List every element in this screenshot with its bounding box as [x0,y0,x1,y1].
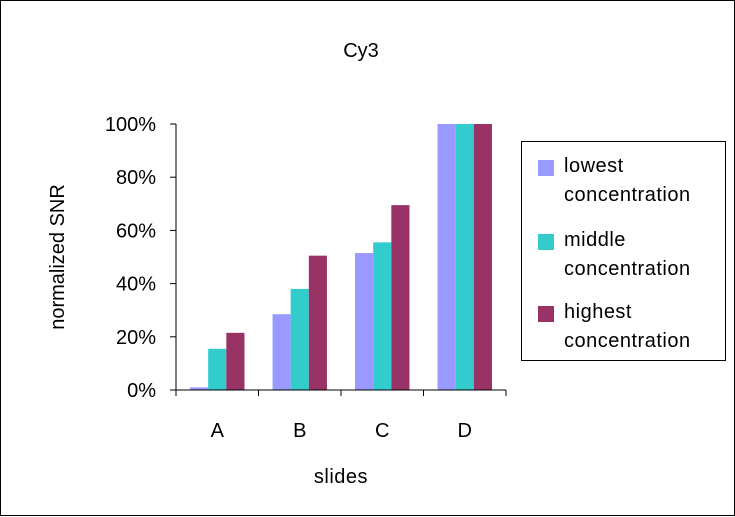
bar-D-series-3 [473,124,492,390]
legend-swatch-middle [538,234,554,250]
x-tick-label-A: A [211,420,225,442]
bar-C-series-3 [391,205,410,390]
bar-B-series-2 [290,288,309,390]
x-tick-label-D: D [458,420,472,442]
x-tick-label-C: C [375,420,389,442]
bar-A-series-3 [226,332,245,390]
plot-area: 0% 20% 40% 60% 80% 100% A B C D [105,114,507,442]
y-tick-label-60: 60% [116,220,156,242]
bar-B-series-1 [272,314,291,390]
legend-item-middle: middle concentration [538,226,724,284]
x-tick-label-B: B [293,420,306,442]
legend-swatch-lowest [538,160,554,176]
bar-C-series-2 [373,242,392,390]
bar-C-series-1 [355,253,374,390]
y-tick-label-20: 20% [116,327,156,349]
legend-swatch-highest [538,306,554,322]
y-axis-label: normalized SNR [47,184,69,330]
y-tick-label-100: 100% [105,114,156,136]
bar-D-series-2 [455,124,474,390]
y-tick-label-0: 0% [127,380,156,402]
legend: lowest concentration middle concentratio… [521,141,726,361]
legend-item-lowest: lowest concentration [538,152,724,210]
legend-label-lowest: lowest concentration [564,155,691,206]
bar-A-series-1 [190,387,209,390]
bar-D-series-1 [437,124,456,390]
y-tick-label-40: 40% [116,274,156,296]
bar-A-series-2 [208,348,227,390]
legend-label-highest: highest concentration [564,301,691,352]
legend-label-middle: middle concentration [564,229,691,280]
y-tick-label-80: 80% [116,167,156,189]
chart-title: Cy3 [343,40,379,62]
bar-B-series-3 [308,255,327,390]
legend-item-highest: highest concentration [538,298,724,356]
x-axis-label: slides [314,466,368,488]
